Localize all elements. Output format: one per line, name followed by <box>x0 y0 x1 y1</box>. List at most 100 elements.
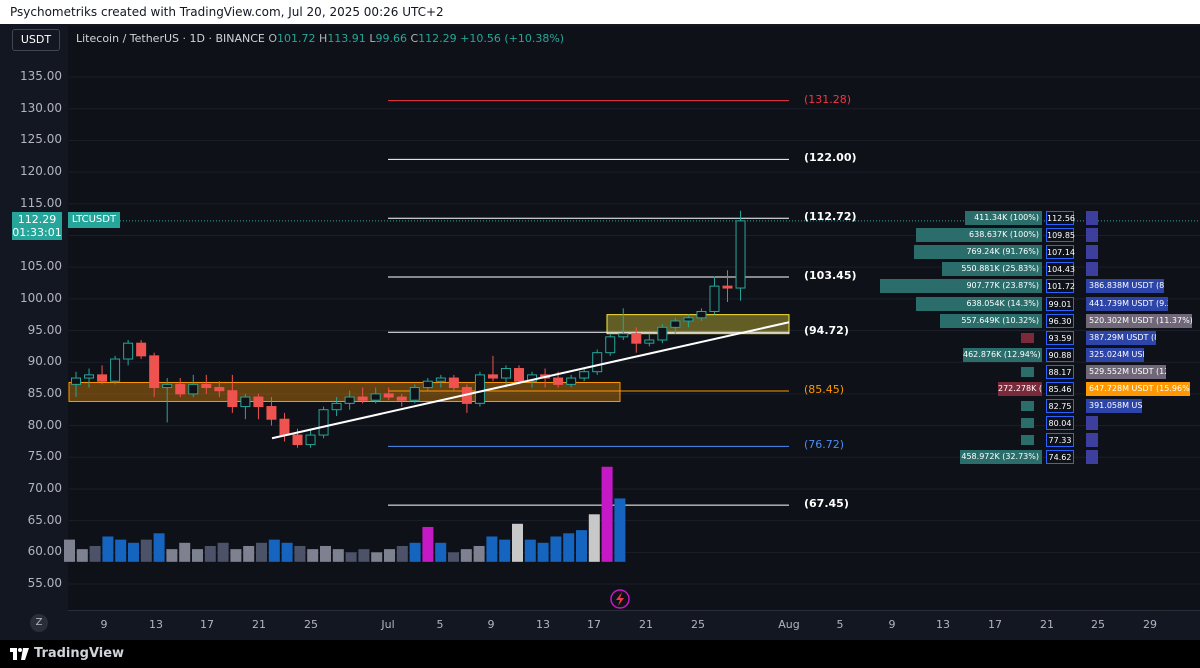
x-tick-label: 9 <box>487 618 495 631</box>
y-tick-label: 95.00 <box>27 322 62 337</box>
volume-level-bar: 907.77K (23.87%) <box>880 279 1042 294</box>
level-price: 74.62 <box>1046 450 1074 465</box>
high-value: 113.91 <box>327 32 366 45</box>
usdt-level-bar: 529.552M USDT (12.64%) <box>1086 364 1166 379</box>
x-tick-label: 13 <box>149 618 163 631</box>
open-value: 101.72 <box>277 32 316 45</box>
price-axis[interactable]: 135.00130.00125.00120.00115.00110.00105.… <box>0 26 69 614</box>
level-price: 82.75 <box>1046 399 1074 414</box>
low-value: 99.66 <box>375 32 407 45</box>
volume-level-bar: 411.34K (100%) <box>965 211 1042 225</box>
volume-level-bar: 638.054K (14.3%) <box>916 296 1042 311</box>
level-price: 88.17 <box>1046 364 1074 379</box>
x-tick-label: 5 <box>836 618 844 631</box>
usdt-level-bar: 386.838M USDT (8.01%) <box>1086 279 1164 294</box>
y-tick-label: 120.00 <box>20 164 62 179</box>
level-price: 80.04 <box>1046 416 1074 431</box>
level-price: 93.59 <box>1046 330 1074 345</box>
x-tick-label: 21 <box>252 618 266 631</box>
x-tick-label: 17 <box>988 618 1002 631</box>
volume-level-bar: 462.876K (12.94%) <box>963 347 1042 362</box>
time-axis[interactable] <box>68 610 1200 639</box>
last-price-tag: 112.29 01:33:01 <box>12 212 62 240</box>
x-tick-label: 9 <box>888 618 896 631</box>
x-tick-label: Aug <box>778 618 800 631</box>
usdt-level-bar <box>1086 450 1098 465</box>
close-label: C <box>410 32 419 45</box>
close-value: 112.29 <box>418 32 457 45</box>
volume-level-bar <box>1021 366 1034 377</box>
usdt-level-bar: 387.29M USDT (8.71%) <box>1086 330 1156 345</box>
fib-level-label: (76.72) <box>804 438 845 452</box>
level-price: 85.46 <box>1046 382 1074 396</box>
currency-button[interactable]: USDT <box>12 29 60 51</box>
level-price: 107.14 <box>1046 245 1075 260</box>
level-price: 101.72 <box>1046 279 1075 294</box>
volume-level-bar: 272.278K (3.59%) <box>998 382 1042 396</box>
fib-level-label: (85.45) <box>804 383 845 397</box>
volume-level-bar <box>1021 435 1034 446</box>
tradingview-logo-icon <box>10 647 29 660</box>
y-tick-label: 125.00 <box>20 132 62 147</box>
volume-level-bar: 458.972K (32.73%) <box>960 450 1042 465</box>
x-tick-label: 9 <box>100 618 108 631</box>
open-label: O <box>268 32 278 45</box>
y-tick-label: 130.00 <box>20 100 62 115</box>
volume-level-bar <box>1021 332 1034 343</box>
x-tick-label: 17 <box>200 618 214 631</box>
x-tick-label: 13 <box>936 618 950 631</box>
volume-level-bar: 638.637K (100%) <box>916 228 1042 243</box>
change-value: +10.56 (+10.38%) <box>460 32 565 45</box>
symbol-tag: LTCUSDT <box>68 212 120 228</box>
tradingview-logo: TradingView <box>10 646 124 661</box>
bar-countdown: 01:33:01 <box>12 226 62 239</box>
fib-level-label: (103.45) <box>804 268 857 282</box>
fib-level-label: (122.00) <box>804 151 857 165</box>
usdt-level-bar <box>1086 416 1098 431</box>
usdt-level-bar: 441.739M USDT (9.39%) <box>1086 296 1168 311</box>
level-price: 112.56 <box>1046 211 1075 225</box>
last-price: 112.29 <box>17 213 57 226</box>
top-caption-bar: Psychometriks created with TradingView.c… <box>0 0 1200 24</box>
level-price: 104.43 <box>1046 262 1075 277</box>
y-tick-label: 80.00 <box>27 417 62 432</box>
y-tick-label: 65.00 <box>27 512 62 527</box>
y-tick-label: 135.00 <box>20 69 62 83</box>
top-caption: Psychometriks created with TradingView.c… <box>10 5 444 19</box>
y-tick-label: 75.00 <box>27 449 62 464</box>
usdt-level-bar <box>1086 228 1098 243</box>
level-price: 96.30 <box>1046 313 1074 328</box>
zoom-reset-button[interactable]: Z <box>30 614 48 632</box>
volume-level-bar <box>1021 401 1034 412</box>
volume-level-bar: 557.649K (10.32%) <box>940 313 1042 328</box>
level-price: 109.85 <box>1046 228 1075 243</box>
y-tick-label: 85.00 <box>27 385 62 400</box>
level-price: 77.33 <box>1046 433 1074 448</box>
volume-level-bar: 550.881K (25.83%) <box>942 262 1042 277</box>
level-price: 90.88 <box>1046 347 1074 362</box>
x-tick-label: 13 <box>536 618 550 631</box>
y-tick-label: 100.00 <box>20 290 62 305</box>
tradingview-logo-text: TradingView <box>34 646 125 661</box>
x-tick-label: 5 <box>436 618 444 631</box>
x-tick-label: 25 <box>691 618 705 631</box>
fib-level-label: (112.72) <box>804 210 857 224</box>
usdt-level-bar: 325.024M USDT (7.53%) <box>1086 347 1144 362</box>
y-tick-label: 115.00 <box>20 195 62 210</box>
x-tick-label: 29 <box>1143 618 1157 631</box>
low-label: L <box>369 32 376 45</box>
x-tick-label: 25 <box>1091 618 1105 631</box>
symbol-header: Litecoin / TetherUS · 1D · BINANCE O101.… <box>76 32 564 45</box>
fib-level-label: (94.72) <box>804 324 849 338</box>
y-tick-label: 60.00 <box>27 544 62 559</box>
level-price: 99.01 <box>1046 296 1074 311</box>
usdt-level-bar <box>1086 211 1098 225</box>
usdt-level-bar: 647.728M USDT (15.96%) <box>1086 382 1190 396</box>
y-tick-label: 105.00 <box>20 259 62 274</box>
x-tick-label: 21 <box>1040 618 1054 631</box>
fib-level-label: (67.45) <box>804 497 849 511</box>
fib-level-label: (131.28) <box>804 92 852 106</box>
symbol-title[interactable]: Litecoin / TetherUS · 1D · BINANCE <box>76 32 265 45</box>
usdt-level-bar: 520.302M USDT (11.37%) <box>1086 313 1192 328</box>
x-tick-label: 17 <box>587 618 601 631</box>
